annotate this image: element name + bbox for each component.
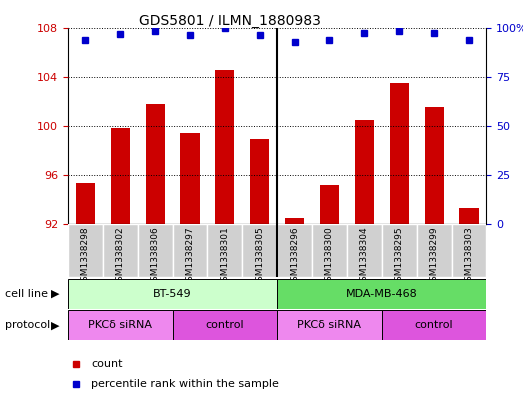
Text: GSM1338297: GSM1338297 xyxy=(186,227,195,287)
Bar xyxy=(355,119,374,224)
Bar xyxy=(451,224,486,277)
Text: count: count xyxy=(91,359,122,369)
Bar xyxy=(242,224,277,277)
Bar xyxy=(312,224,347,277)
Bar xyxy=(250,139,269,224)
Text: GSM1338299: GSM1338299 xyxy=(429,227,439,287)
Bar xyxy=(103,224,138,277)
Bar xyxy=(277,310,382,340)
Text: ▶: ▶ xyxy=(51,289,59,299)
Bar xyxy=(68,224,103,277)
Bar xyxy=(285,218,304,224)
Text: GSM1338303: GSM1338303 xyxy=(464,227,473,287)
Text: PKCδ siRNA: PKCδ siRNA xyxy=(298,320,361,330)
Bar xyxy=(138,224,173,277)
Bar xyxy=(68,279,277,309)
Text: GSM1338305: GSM1338305 xyxy=(255,227,264,287)
Text: GSM1338296: GSM1338296 xyxy=(290,227,299,287)
Bar xyxy=(180,133,200,224)
Text: GSM1338302: GSM1338302 xyxy=(116,227,125,287)
Text: GSM1338304: GSM1338304 xyxy=(360,227,369,287)
Bar xyxy=(208,224,242,277)
Text: GSM1338301: GSM1338301 xyxy=(220,227,230,287)
Bar xyxy=(76,184,95,224)
Bar xyxy=(459,208,479,224)
Text: control: control xyxy=(206,320,244,330)
Bar xyxy=(68,310,173,340)
Text: MDA-MB-468: MDA-MB-468 xyxy=(346,289,418,299)
Text: GSM1338306: GSM1338306 xyxy=(151,227,160,287)
Bar xyxy=(417,224,451,277)
Text: GSM1338295: GSM1338295 xyxy=(395,227,404,287)
Bar xyxy=(111,128,130,224)
Text: GDS5801 / ILMN_1880983: GDS5801 / ILMN_1880983 xyxy=(139,14,321,28)
Bar xyxy=(173,310,277,340)
Bar xyxy=(390,83,409,224)
Bar xyxy=(425,107,444,224)
Bar xyxy=(215,70,234,224)
Text: protocol: protocol xyxy=(5,320,51,331)
Text: BT-549: BT-549 xyxy=(153,289,192,299)
Bar xyxy=(173,224,208,277)
Bar xyxy=(382,224,417,277)
Text: cell line: cell line xyxy=(5,289,48,299)
Bar xyxy=(320,185,339,224)
Bar xyxy=(347,224,382,277)
Text: ▶: ▶ xyxy=(51,320,59,331)
Bar xyxy=(145,104,165,224)
Bar xyxy=(277,224,312,277)
Text: percentile rank within the sample: percentile rank within the sample xyxy=(91,379,279,389)
Text: GSM1338298: GSM1338298 xyxy=(81,227,90,287)
Text: GSM1338300: GSM1338300 xyxy=(325,227,334,287)
Text: PKCδ siRNA: PKCδ siRNA xyxy=(88,320,152,330)
Bar xyxy=(382,310,486,340)
Bar xyxy=(277,279,486,309)
Text: control: control xyxy=(415,320,453,330)
